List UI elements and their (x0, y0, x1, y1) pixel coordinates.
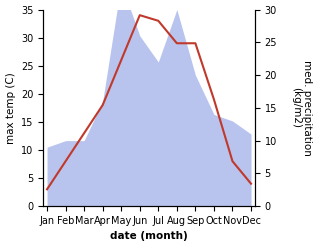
Y-axis label: med. precipitation
(kg/m2): med. precipitation (kg/m2) (291, 60, 313, 156)
Y-axis label: max temp (C): max temp (C) (5, 72, 16, 144)
X-axis label: date (month): date (month) (110, 231, 188, 242)
